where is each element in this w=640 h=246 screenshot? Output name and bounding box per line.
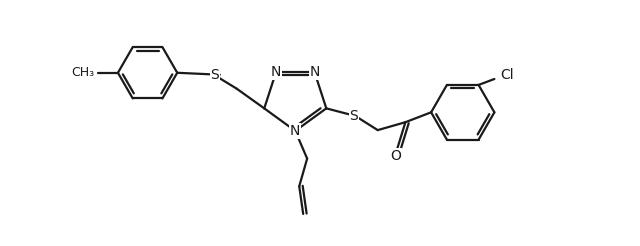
Text: N: N bbox=[271, 65, 282, 79]
Text: N: N bbox=[309, 65, 319, 79]
Text: CH₃: CH₃ bbox=[71, 66, 94, 79]
Text: O: O bbox=[390, 149, 401, 163]
Text: Cl: Cl bbox=[500, 68, 514, 82]
Text: S: S bbox=[349, 109, 358, 123]
Text: S: S bbox=[211, 68, 219, 82]
Text: N: N bbox=[290, 124, 300, 138]
